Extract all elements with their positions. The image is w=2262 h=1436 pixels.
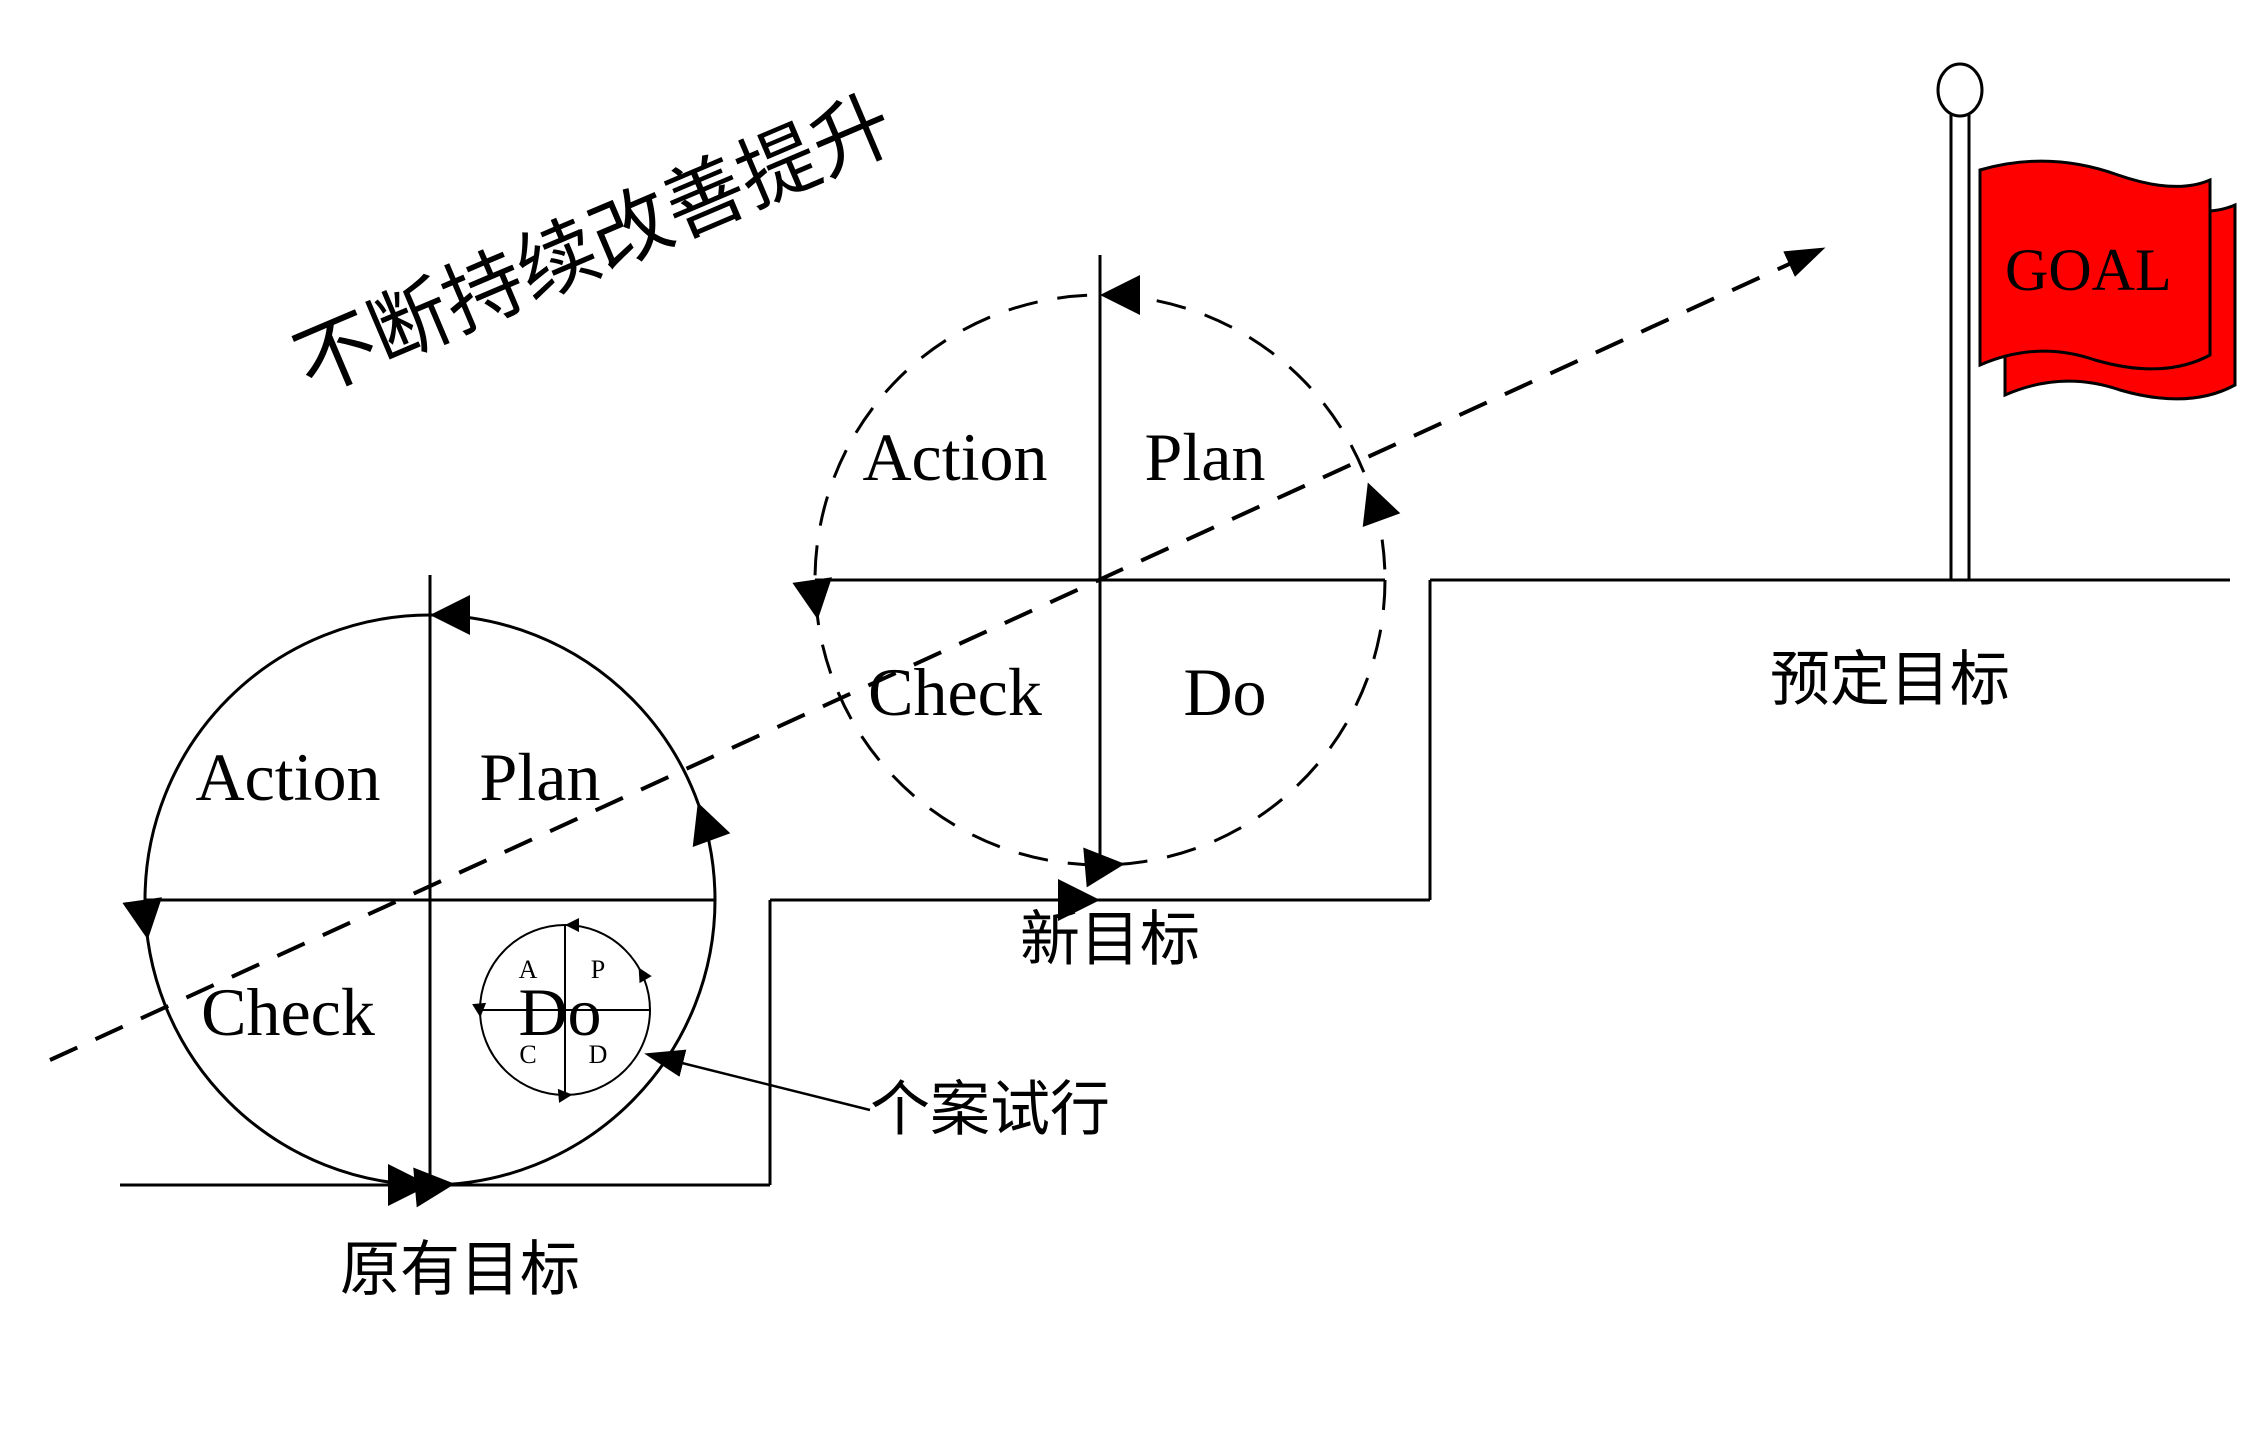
pdca-do-label: Do (518, 974, 601, 1050)
pdca-plan-label: Plan (480, 739, 601, 815)
pdca-do-label: Do (1183, 654, 1266, 730)
mini-pdca-C: C (519, 1040, 536, 1069)
label-case-trial: 个案试行 (870, 1077, 1110, 1143)
mini-pdca-D: D (589, 1040, 608, 1069)
label-original-target: 原有目标 (340, 1237, 580, 1303)
pdca-action-label: Action (862, 419, 1047, 495)
flag-pole (1951, 95, 1969, 580)
pdca-check-label: Check (868, 654, 1042, 730)
flag-goal-text: GOAL (2005, 237, 2172, 303)
pdca-action-label: Action (195, 739, 380, 815)
title-continuous-improvement: 不断持续改善提升 (283, 81, 907, 412)
pdca-diagram: ActionPlanCheckDoActionPlanCheckDoAPCD不断… (0, 0, 2262, 1436)
flag-knob (1938, 64, 1982, 116)
label-preset-target: 预定目标 (1770, 647, 2010, 713)
mini-pdca-P: P (591, 955, 605, 984)
label-new-target: 新目标 (1020, 907, 1200, 973)
mini-pdca-A: A (519, 955, 538, 984)
pdca-check-label: Check (201, 974, 375, 1050)
pdca-plan-label: Plan (1145, 419, 1266, 495)
